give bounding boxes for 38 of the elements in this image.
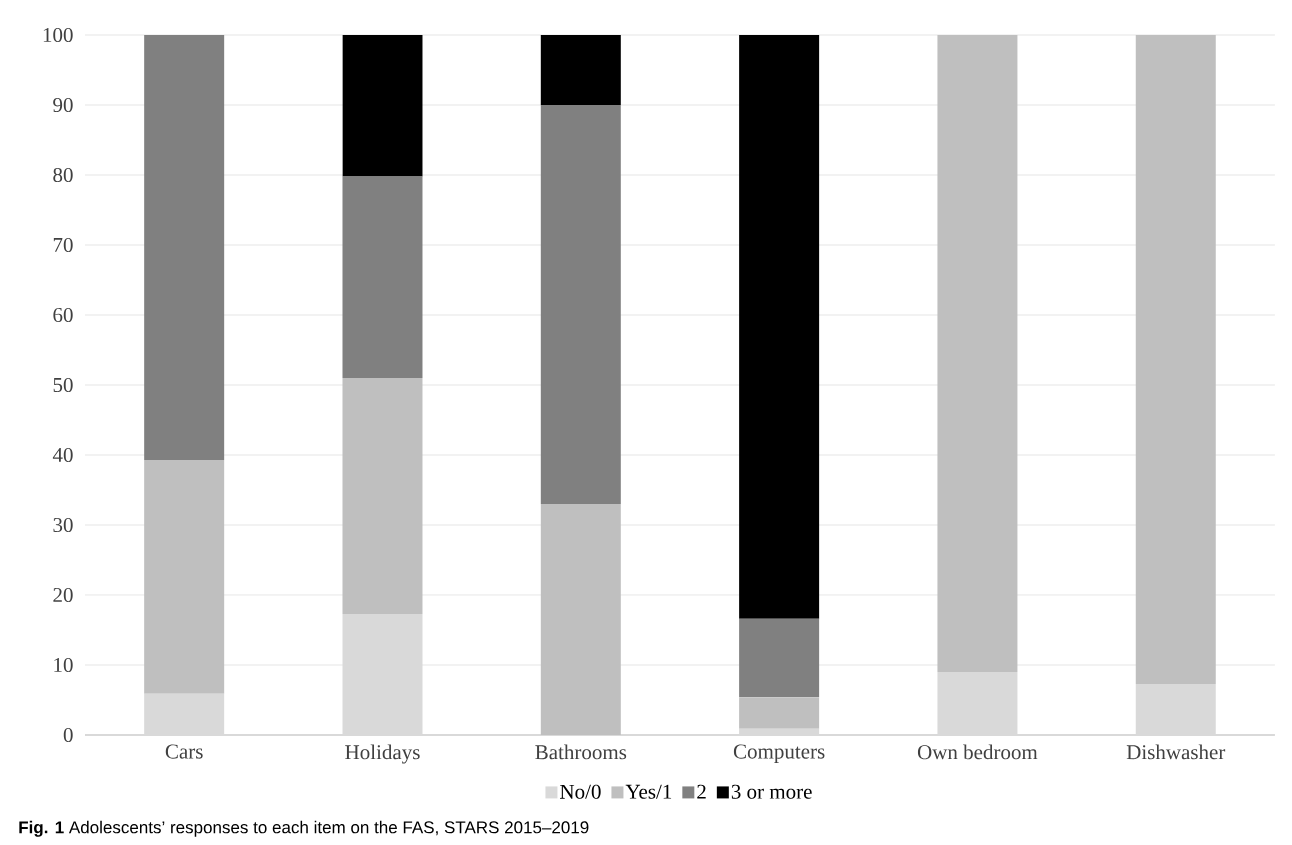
legend-label: 2 <box>697 784 706 799</box>
bar <box>144 34 225 460</box>
bar <box>342 34 423 177</box>
y-tick-label: 100 <box>43 27 73 43</box>
bar <box>739 34 820 619</box>
x-tick-label: Computers <box>733 744 825 763</box>
legend-label: 3 or more <box>731 784 812 799</box>
x-tick-label: Own bedroom <box>917 744 1038 760</box>
x-tick-label: Dishwasher <box>1126 744 1226 760</box>
bar <box>739 697 820 729</box>
y-tick-label: 20 <box>53 587 73 603</box>
bar <box>739 728 820 735</box>
bar <box>937 671 1018 735</box>
bar <box>144 459 225 694</box>
text: Fig. 1 Adolescents’ responses to each item on the FAS, STARS 2015–2019 <box>19 820 589 837</box>
y-tick-label: 0 <box>63 727 73 743</box>
x-tick-label: Holidays <box>345 744 420 764</box>
y-tick-label: 90 <box>53 97 73 113</box>
legend-label: No/0 <box>560 784 601 799</box>
bar <box>937 34 1018 672</box>
bar <box>540 34 621 105</box>
bar <box>144 693 225 735</box>
x-tick-label: Bathrooms <box>535 744 627 760</box>
y-tick-label: 60 <box>53 307 73 323</box>
bar <box>1135 34 1216 684</box>
bar <box>342 176 423 378</box>
bar <box>540 104 621 504</box>
legend-label: Yes/1 <box>625 784 672 799</box>
x-tick-label: Cars <box>165 744 203 759</box>
y-tick-label: 70 <box>53 237 73 253</box>
y-tick-label: 50 <box>53 377 73 393</box>
bar <box>342 377 423 614</box>
y-tick-label: 80 <box>53 167 73 183</box>
y-tick-label: 40 <box>52 447 73 463</box>
y-tick-label: 10 <box>54 657 73 673</box>
bar <box>1135 683 1216 735</box>
y-tick-label: 30 <box>53 517 73 533</box>
bar <box>739 618 820 698</box>
